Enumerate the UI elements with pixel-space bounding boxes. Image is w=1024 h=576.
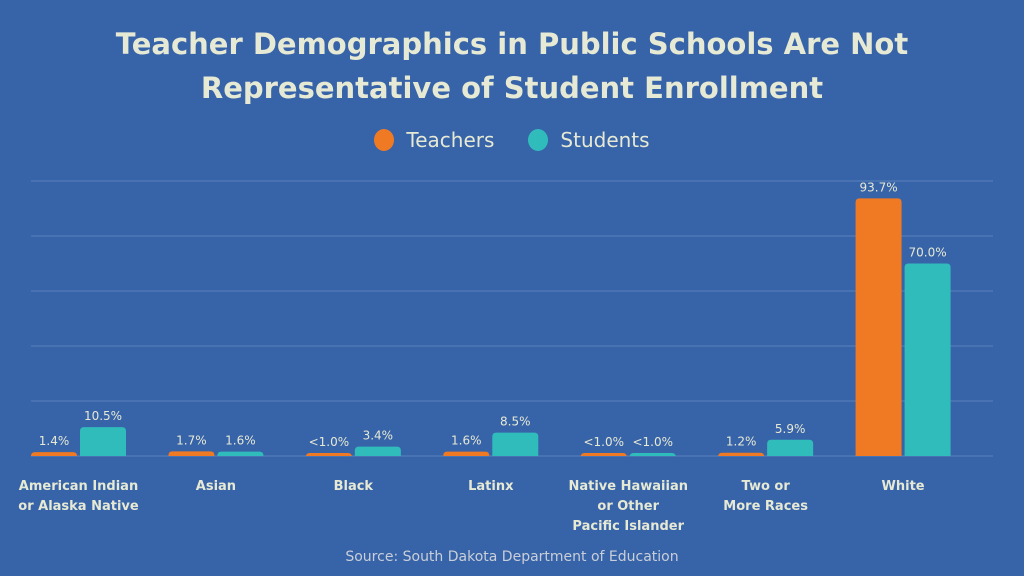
data-label: 93.7% xyxy=(860,180,898,194)
data-label: 10.5% xyxy=(84,409,122,423)
category-label: Latinx xyxy=(468,479,514,494)
data-label: <1.0% xyxy=(632,435,673,449)
category-label: White xyxy=(882,479,925,494)
chart-title: Teacher Demographics in Public Schools A… xyxy=(0,22,1024,110)
legend: Teachers Students xyxy=(0,128,1024,152)
data-label: 5.9% xyxy=(775,422,806,436)
bar-teachers xyxy=(443,451,490,456)
legend-label: Teachers xyxy=(406,128,495,152)
bar-teachers xyxy=(31,452,77,457)
bar-teachers xyxy=(305,453,352,457)
bar-students xyxy=(80,427,126,456)
bar-students xyxy=(904,263,951,456)
bar-students xyxy=(217,451,264,456)
data-label: 1.2% xyxy=(726,435,757,449)
bar-teachers xyxy=(168,451,215,456)
bar-teachers xyxy=(855,198,902,456)
data-label: 70.0% xyxy=(909,246,947,260)
data-label: 8.5% xyxy=(500,415,531,429)
category-label: Pacific Islander xyxy=(572,519,684,534)
category-label: or Alaska Native xyxy=(18,499,139,514)
bar-teachers xyxy=(718,452,765,457)
category-label: or Other xyxy=(597,499,659,514)
category-label: Asian xyxy=(196,479,236,494)
legend-item-teachers: Teachers xyxy=(374,128,494,152)
chart-title-line: Teacher Demographics in Public Schools A… xyxy=(115,27,909,61)
category-label: More Races xyxy=(723,499,808,514)
bar-students xyxy=(767,439,814,456)
category-label: American Indian xyxy=(19,479,138,494)
data-label: 1.6% xyxy=(225,434,256,448)
bar-students xyxy=(354,446,401,456)
data-label: 1.7% xyxy=(176,433,207,447)
legend-item-students: Students xyxy=(528,128,650,152)
category-label: Black xyxy=(334,479,374,494)
data-label: 1.6% xyxy=(451,434,482,448)
data-label: <1.0% xyxy=(583,435,624,449)
bar-students xyxy=(629,453,676,457)
bar-students xyxy=(492,432,539,456)
category-label: Two or xyxy=(742,479,791,494)
data-label: 3.4% xyxy=(363,429,394,443)
legend-label: Students xyxy=(560,128,650,152)
data-label: <1.0% xyxy=(309,435,350,449)
chart-title-line: Representative of Student Enrollment xyxy=(200,71,824,105)
source-note: Source: South Dakota Department of Educa… xyxy=(345,549,679,565)
teachers-swatch-icon xyxy=(374,129,395,151)
category-label: Native Hawaiian xyxy=(568,479,688,494)
data-label: 1.4% xyxy=(39,434,70,448)
students-swatch-icon xyxy=(528,129,549,151)
bar-teachers xyxy=(580,453,627,457)
